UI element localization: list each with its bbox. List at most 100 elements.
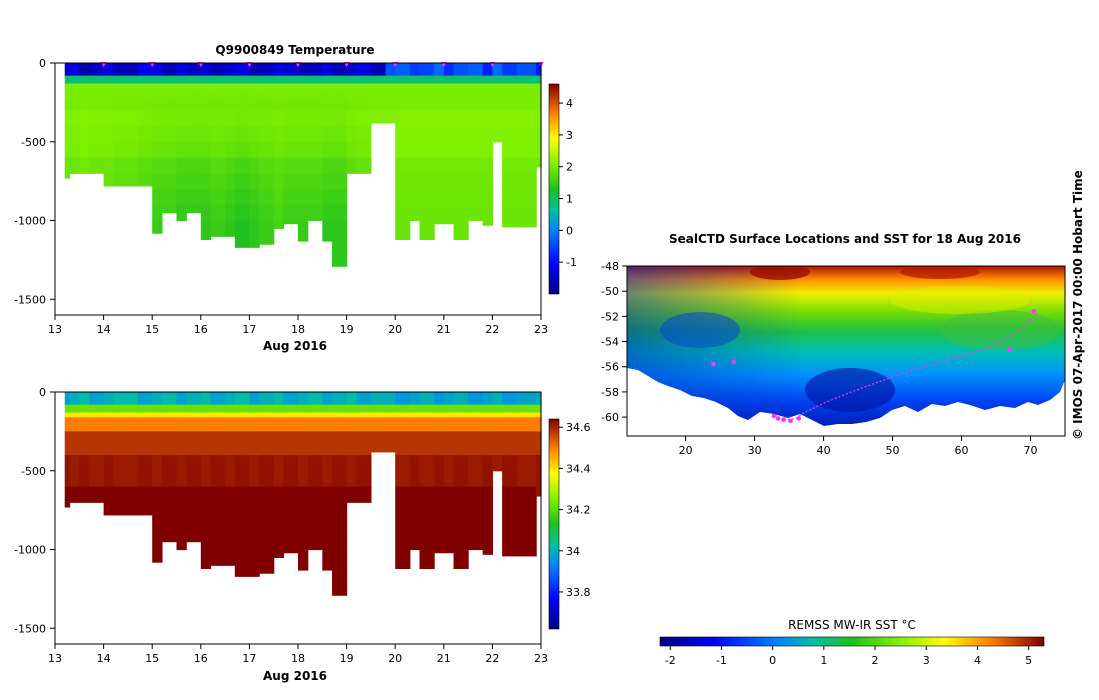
section-cell (79, 75, 90, 85)
section-cell (453, 486, 469, 503)
section-cell (468, 173, 484, 190)
section-cell (409, 439, 421, 456)
y-tick-label: 0 (39, 386, 46, 399)
section-cell (322, 412, 333, 418)
section-cell (516, 110, 537, 127)
section-cell (502, 518, 518, 535)
section-cell (113, 404, 139, 414)
section-cell (419, 502, 435, 519)
section-cell (161, 404, 178, 414)
section-cell (234, 423, 250, 432)
sst-colorbar (659, 636, 1045, 647)
section-cell (186, 439, 202, 456)
section-cell (536, 417, 542, 425)
section-cell (322, 63, 333, 77)
section-cell (453, 404, 469, 414)
section-cell (536, 94, 542, 103)
section-cell (249, 220, 260, 237)
section-cell (322, 189, 333, 206)
section-cell (536, 63, 542, 77)
y-tick-label: -1000 (14, 215, 46, 228)
section-cell (395, 220, 411, 237)
section-cell (434, 189, 445, 206)
section-cell (453, 518, 469, 535)
section-cell (395, 173, 411, 190)
section-cell (298, 549, 309, 566)
section-cell (249, 455, 260, 472)
section-cell (516, 502, 537, 519)
section-cell (322, 518, 333, 535)
section-cell (200, 173, 212, 190)
section-cell (370, 63, 387, 77)
section-cell (113, 431, 139, 440)
section-cell (176, 204, 187, 222)
section-cell (468, 502, 484, 519)
section-cell (409, 63, 421, 77)
section-cell (332, 126, 348, 143)
section-cell (234, 141, 250, 159)
sst-colorbar-tick-label: 3 (923, 654, 930, 667)
section-cell (502, 549, 518, 557)
section-cell (234, 173, 250, 190)
section-cell (113, 75, 139, 85)
section-cell (453, 173, 469, 190)
section-cell (137, 126, 153, 143)
section-cell (137, 439, 153, 456)
section-cell (249, 470, 260, 488)
section-cell (225, 502, 236, 519)
section-cell (419, 83, 435, 89)
section-cell (356, 404, 372, 414)
section-cell (249, 204, 260, 222)
section-cell (536, 141, 542, 159)
section-cell (200, 417, 212, 425)
section-cell (259, 83, 275, 89)
section-cell (468, 412, 484, 418)
section-cell (79, 102, 90, 111)
section-cell (409, 412, 421, 418)
section-cell (502, 392, 518, 406)
section-cell (200, 533, 212, 551)
section-cell (346, 486, 357, 503)
section-cell (516, 173, 537, 190)
section-cell (103, 417, 114, 425)
section-cell (482, 439, 493, 456)
section-cell (64, 439, 71, 456)
section-cell (482, 204, 493, 222)
section-cell (249, 88, 260, 96)
section-cell (273, 423, 285, 432)
section-cell (332, 173, 348, 190)
section-cell (356, 126, 372, 143)
section-cell (79, 126, 90, 143)
section-cell (453, 455, 469, 472)
section-cell (419, 549, 435, 566)
section-cell (200, 486, 212, 503)
section-cell (103, 431, 114, 440)
section-cell (332, 549, 348, 566)
section-cell (152, 88, 163, 96)
section-cell (89, 75, 105, 85)
section-cell (69, 63, 80, 77)
section-cell (234, 439, 250, 456)
section-cell (259, 88, 275, 96)
section-cell (536, 423, 542, 432)
section-cell (234, 392, 250, 406)
section-cell (273, 502, 285, 519)
section-cell (298, 141, 309, 159)
section-cell (89, 431, 105, 440)
section-cell (64, 423, 71, 432)
section-cell (64, 126, 71, 143)
section-cell (516, 533, 537, 551)
section-cell (307, 417, 323, 425)
section-cell (298, 220, 309, 237)
section-cell (259, 533, 275, 551)
section-cell (210, 486, 226, 503)
section-cell (161, 533, 178, 543)
section-cell (210, 549, 226, 566)
section-cell (249, 431, 260, 440)
section-cell (79, 439, 90, 456)
section-cell (395, 102, 411, 111)
section-cell (453, 110, 469, 127)
section-cell (161, 455, 178, 472)
section-cell (346, 439, 357, 456)
section-cell (89, 157, 105, 174)
